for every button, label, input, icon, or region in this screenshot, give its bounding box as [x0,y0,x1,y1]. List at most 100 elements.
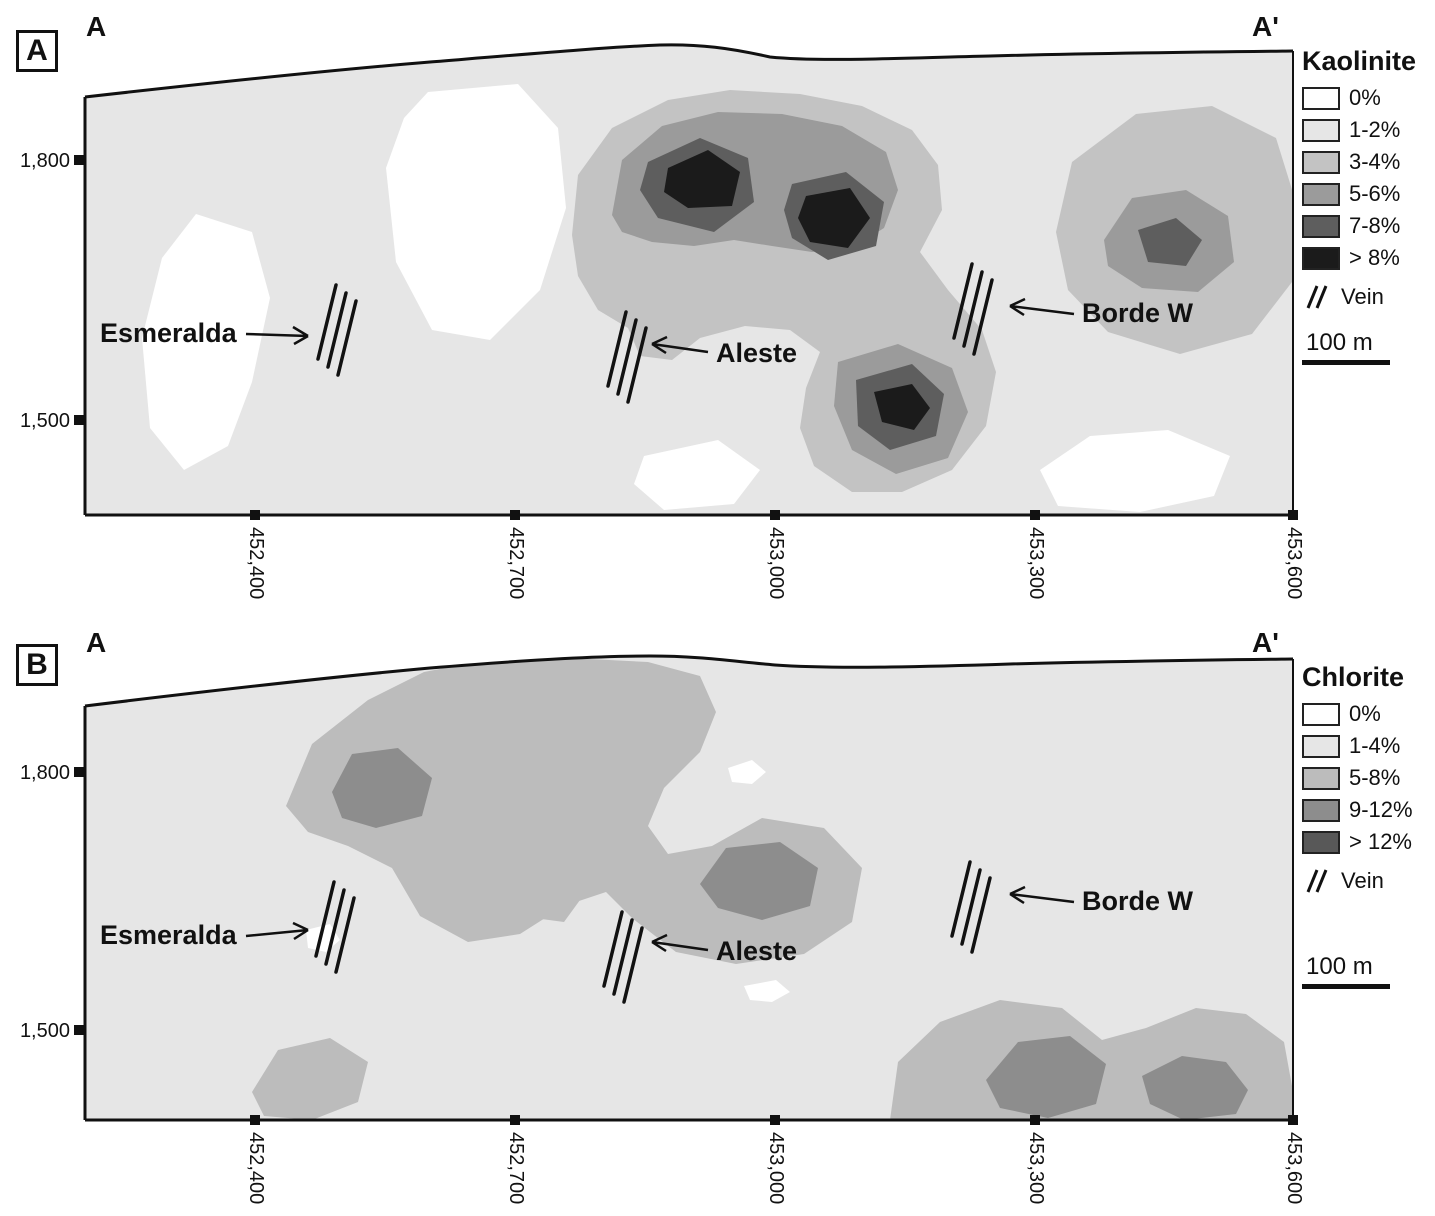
legend-swatch [1302,182,1340,206]
kaolinite-gt8pct-core [664,150,740,208]
legend-entry: 0% [1302,701,1435,727]
scale-bar-b: 100 m [1302,953,1394,989]
chlorite-0pct-zone [728,760,766,784]
chlorite-9-12pct-core [986,1036,1106,1118]
y-tick-mark [74,415,85,425]
y-tick-mark [74,155,85,165]
chlorite-5-8pct-zone [252,1038,368,1120]
legend-entry: > 12% [1302,829,1435,855]
legend-entry: 5-8% [1302,765,1435,791]
legend-label: 1-4% [1349,733,1401,758]
legend-chlorite: Chlorite 0% 1-4% 5-8% 9-12% > 12% Vein [1302,662,1435,989]
x-tick-label: 453,000 [765,1132,787,1204]
legend-label: 5-6% [1349,181,1401,206]
kaolinite-0pct-zone [386,84,566,340]
x-tick-mark [510,510,520,520]
legend-swatch [1302,766,1340,790]
vein-icon [1306,285,1328,309]
scale-bar-label: 100 m [1306,329,1373,356]
kaolinite-gt8pct-core [798,188,870,248]
legend-label: 5-8% [1349,765,1401,790]
chlorite-0pct-zone [744,980,790,1002]
vein-aleste-a [606,310,648,404]
legend-label: 7-8% [1349,213,1401,238]
scale-bar-a: 100 m [1302,329,1394,365]
legend-swatch [1302,702,1340,726]
aleste-arrow [651,933,709,953]
panel-letter: B [26,648,48,681]
legend-entry: 5-6% [1302,181,1435,207]
chlorite-5-8pct-zone [520,878,580,922]
vein-legend-label: Vein [1341,284,1384,309]
chlorite-9-12pct-core [700,842,818,920]
vein-label-borde-w: Borde W [1082,298,1194,328]
kaolinite-7-8pct-zone [1138,218,1202,266]
panel-b: 1,800 1,500 452,400 452,700 453,000 453,… [20,627,1305,1204]
scale-bar-line [1302,360,1390,365]
x-tick-label: 452,700 [505,1132,527,1204]
y-tick-mark [74,1025,85,1035]
vein-icon [1306,869,1328,893]
vein-label-aleste: Aleste [716,936,797,966]
legend-vein-entry: Vein [1302,867,1435,895]
legend-swatch [1302,734,1340,758]
x-tick-mark [770,510,780,520]
legend-entry: > 8% [1302,245,1435,271]
vein-borde-w-b [950,860,992,954]
legend-swatch [1302,150,1340,174]
legend-label: > 8% [1349,245,1400,270]
legend-swatch [1302,830,1340,854]
y-tick-label: 1,500 [20,1020,70,1042]
x-tick-label: 452,400 [245,527,267,599]
borde-w-arrow [1009,297,1075,317]
legend-swatch [1302,118,1340,142]
topographic-surface-line [84,654,1294,708]
chlorite-9-12pct-core [1142,1056,1248,1120]
x-tick-mark [1030,1115,1040,1125]
y-tick-label: 1,800 [20,150,70,172]
x-tick-mark [770,1115,780,1125]
legend-swatch [1302,86,1340,110]
chlorite-contours [252,658,1292,1120]
x-tick-label: 453,300 [1025,1132,1047,1204]
vein-esmeralda-a [316,283,358,377]
legend-swatch [1302,246,1340,270]
vein-legend-label: Vein [1341,868,1384,893]
legend-entry: 3-4% [1302,149,1435,175]
section-start-label: A [86,11,106,42]
x-tick-label: 453,300 [1025,527,1047,599]
x-tick-label: 453,000 [765,527,787,599]
x-tick-label: 453,600 [1283,1132,1305,1204]
x-tick-mark [250,1115,260,1125]
scale-bar-label: 100 m [1306,953,1373,980]
section-end-label: A' [1252,627,1279,658]
panel-letter: A [26,34,48,67]
legend-label: 9-12% [1349,797,1413,822]
legend-label: 0% [1349,85,1381,110]
x-tick-mark [250,510,260,520]
panel-label-box-a: A [16,30,58,72]
chlorite-9-12pct-core [332,748,432,828]
y-tick-label: 1,800 [20,762,70,784]
aleste-arrow [651,335,709,355]
vein-label-esmeralda: Esmeralda [100,920,238,950]
vein-label-borde-w: Borde W [1082,886,1194,916]
borde-w-arrow [1009,885,1075,905]
x-tick-label: 452,700 [505,527,527,599]
legend-swatch [1302,798,1340,822]
x-tick-label: 453,600 [1283,527,1305,599]
legend-entry: 9-12% [1302,797,1435,823]
legend-kaolinite: Kaolinite 0% 1-2% 3-4% 5-6% 7-8% > 8% [1302,46,1435,365]
x-tick-mark [510,1115,520,1125]
legend-label: > 12% [1349,829,1412,854]
legend-title: Chlorite [1302,662,1405,692]
x-tick-mark [1288,510,1298,520]
legend-title: Kaolinite [1302,46,1417,76]
kaolinite-0pct-zone [142,214,270,470]
esmeralda-arrow [245,921,309,941]
section-end-label: A' [1252,11,1279,42]
legend-vein-entry: Vein [1302,283,1435,311]
x-tick-mark [1030,510,1040,520]
